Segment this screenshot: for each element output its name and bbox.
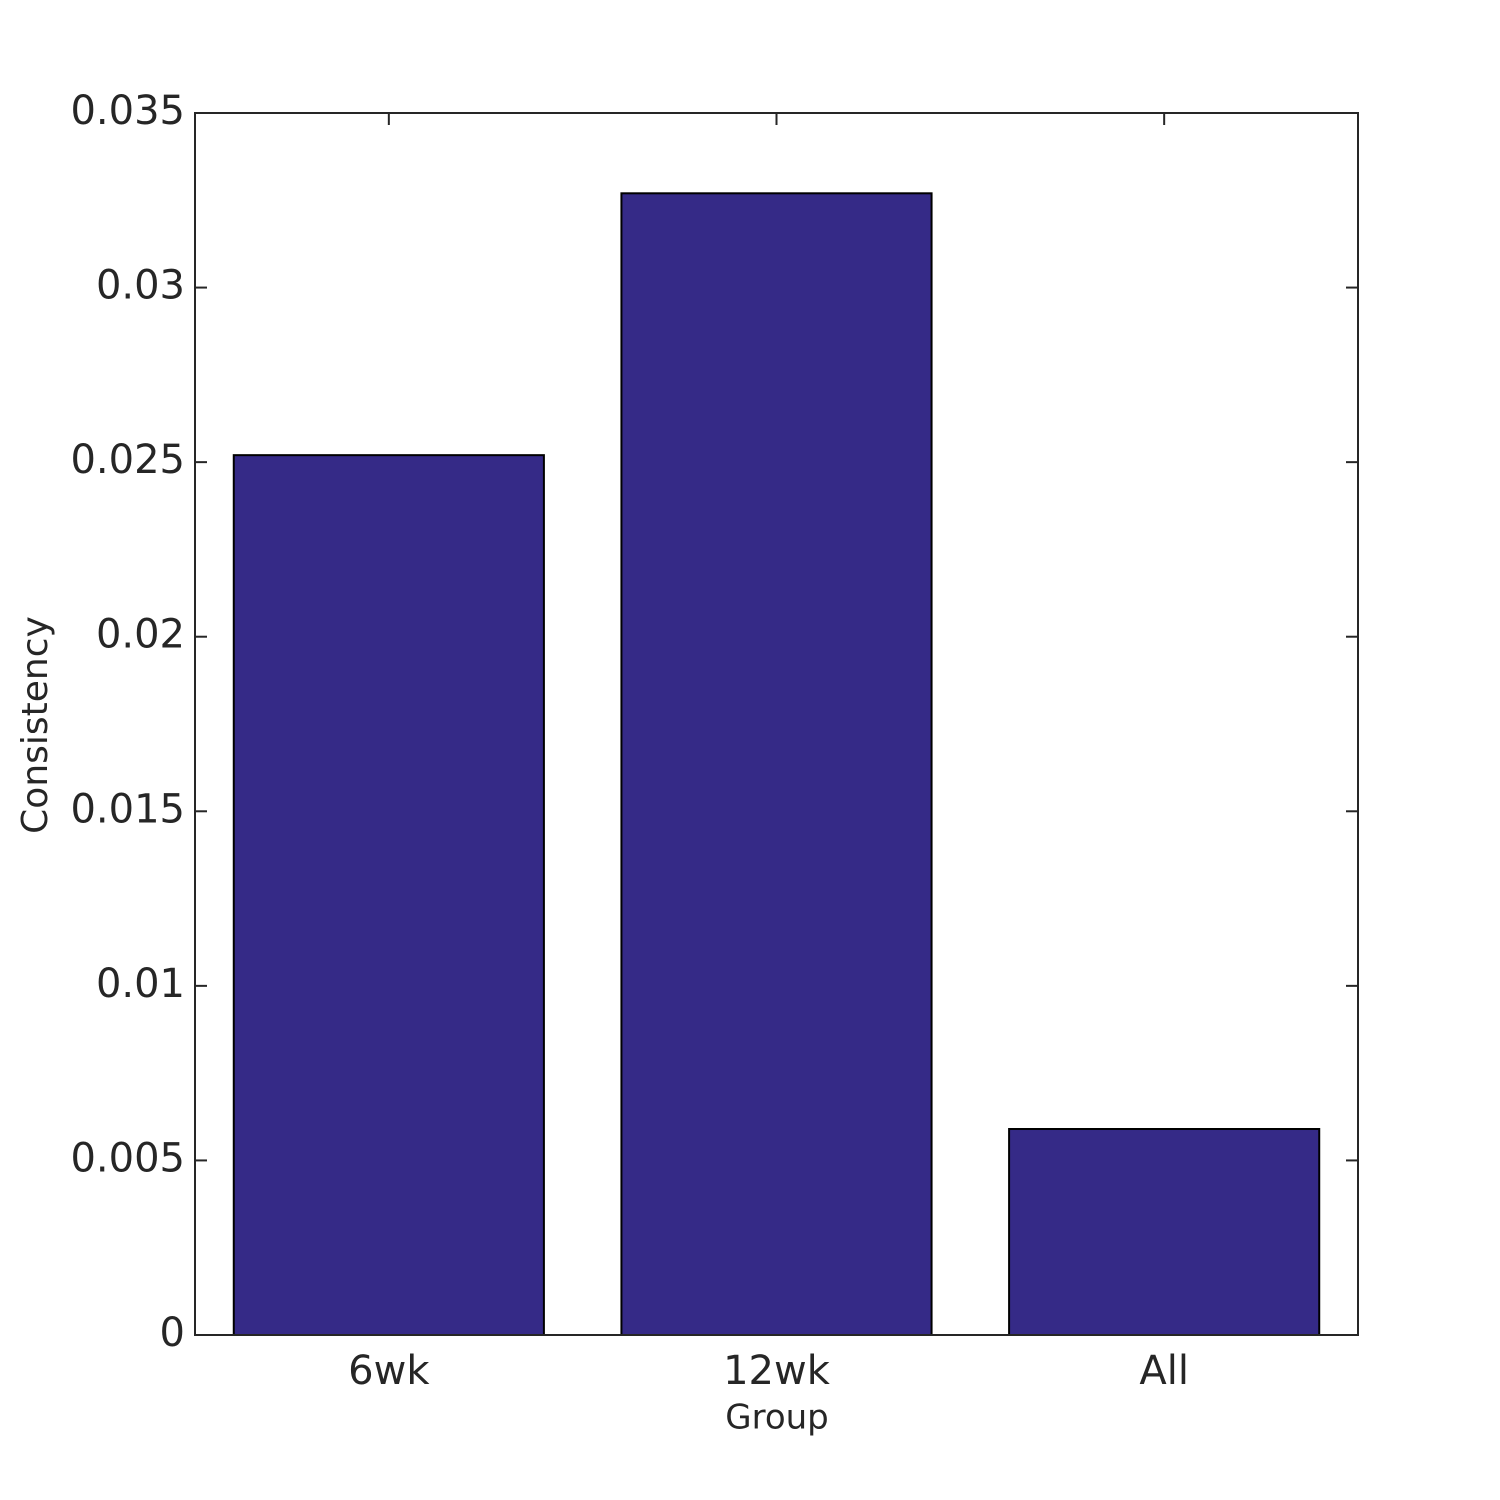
y-tick-label: 0.01 [96,961,185,1007]
x-tick-label: 12wk [723,1348,831,1394]
y-tick-label: 0 [160,1310,185,1356]
y-tick-label: 0.025 [70,437,185,483]
y-axis-label: Consistency [15,616,56,834]
y-tick-label: 0.015 [70,786,185,832]
y-tick-label: 0.03 [96,263,185,309]
y-tick-label: 0.005 [70,1135,185,1181]
x-tick-label: 6wk [348,1348,430,1394]
bar [232,454,545,1337]
y-tick-label: 0.02 [96,612,185,658]
x-axis-label: Group [725,1398,829,1438]
bar [620,192,933,1336]
bar [1008,1128,1321,1337]
y-tick-label: 0.035 [70,88,185,134]
axes-box [194,112,1359,1336]
x-tick-label: All [1139,1348,1189,1394]
